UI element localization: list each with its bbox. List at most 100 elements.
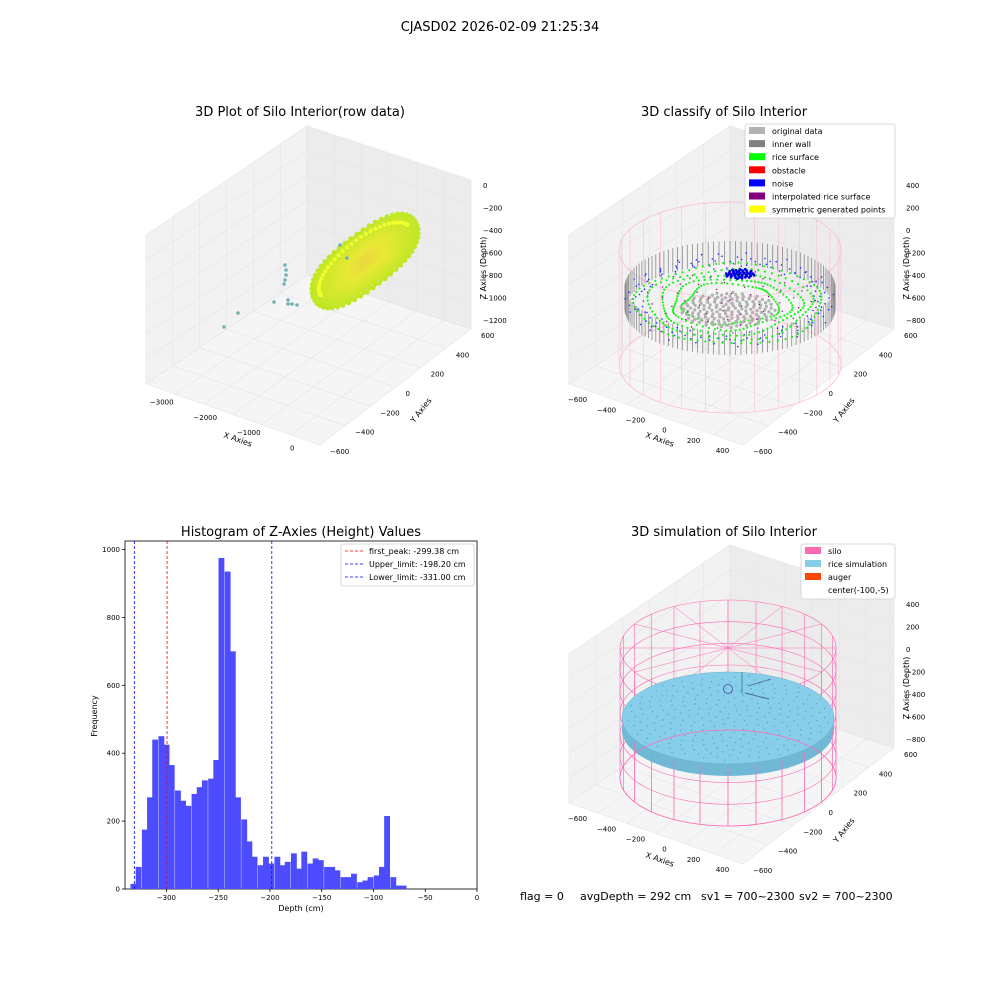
classify-rice-surface-point: [748, 319, 750, 321]
histogram-legend-label: Lower_limit: -331.00 cm: [369, 573, 466, 582]
raw-point: [359, 235, 363, 239]
classify-noise-point: [779, 333, 781, 335]
rice-simulation-point: [717, 756, 718, 757]
classify-interpolated-point: [722, 310, 723, 311]
classify-interpolated-point: [798, 307, 799, 308]
histogram-bar: [202, 780, 208, 889]
rice-simulation-point: [798, 739, 799, 740]
rice-simulation-point: [683, 720, 684, 721]
simulation-x-axis-label: X Axies: [644, 851, 675, 869]
classify-rice-surface-point: [771, 272, 773, 274]
classify-noise-point: [812, 322, 814, 324]
histogram-bar: [308, 864, 314, 889]
rice-simulation-point: [643, 713, 644, 714]
classify-original-point: [720, 294, 723, 297]
raw-point: [319, 277, 323, 281]
histogram-bar: [131, 884, 137, 889]
rice-simulation-point: [711, 681, 712, 682]
classify-rice-surface-point: [696, 288, 698, 290]
classify-noise-point: [656, 322, 658, 324]
classify-interpolated-point: [801, 290, 802, 291]
rice-simulation-point: [660, 736, 661, 737]
classify-noise-point: [824, 303, 826, 305]
classify-noise-point: [795, 323, 797, 325]
classify-rice-surface-point: [770, 316, 772, 318]
classify-original-point: [755, 295, 758, 298]
classify-noise-point: [660, 269, 662, 271]
classify-rice-surface-point: [715, 263, 717, 265]
rice-simulation-point: [816, 703, 817, 704]
rice-simulation-point: [717, 747, 718, 748]
rice-simulation-point: [682, 701, 683, 702]
raw-point: [333, 257, 337, 261]
classify-rice-surface-point: [789, 287, 791, 289]
rice-simulation-point: [777, 739, 778, 740]
classify-rice-surface-point: [791, 307, 793, 309]
classify-legend-label: noise: [772, 179, 793, 188]
rice-simulation-point: [777, 749, 778, 750]
classify-noise-point: [769, 261, 771, 263]
classify-interpolated-point: [699, 305, 700, 306]
raw-point: [378, 225, 382, 229]
classify-y-axis-label: Y Axies: [831, 396, 857, 425]
rice-simulation-point: [740, 690, 741, 691]
rice-simulation-point: [714, 726, 715, 727]
rice-simulation-point: [758, 757, 759, 758]
classify-rice-surface-point: [700, 335, 702, 337]
classify-rice-surface-point: [802, 314, 804, 316]
rice-simulation-point: [743, 734, 744, 735]
histogram-y-tick-label: 800: [107, 614, 120, 622]
classify-rice-surface-point: [777, 305, 779, 307]
rice-simulation-point: [735, 677, 736, 678]
classify-rice-surface-point: [654, 280, 656, 282]
classify-noise-point: [786, 259, 788, 261]
rice-simulation-point: [662, 695, 663, 696]
rice-simulation-point: [661, 726, 662, 727]
classify-noise-point: [671, 331, 673, 333]
classify-rice-surface-point: [807, 308, 809, 310]
classify-noise-point: [811, 281, 813, 283]
classify-rice-surface-point: [782, 293, 784, 295]
classify-rice-surface-point: [662, 301, 664, 303]
classify-rice-surface-point: [813, 316, 815, 318]
classify-x-axis-label: X Axies: [644, 431, 675, 449]
rice-simulation-point: [805, 711, 806, 712]
histogram-bar: [169, 765, 175, 889]
classify-noise-point: [689, 330, 691, 332]
rice-simulation-point: [641, 730, 642, 731]
rice-simulation-point: [662, 685, 663, 686]
classify-original-point: [730, 313, 733, 316]
rice-simulation-point: [819, 725, 820, 726]
histogram-bar: [324, 867, 330, 889]
rice-simulation-point: [797, 714, 798, 715]
rice-simulation-point: [641, 697, 642, 698]
classify-interpolated-point: [662, 286, 663, 287]
classify-noise-point: [811, 325, 813, 327]
classify-rice-surface-point: [660, 281, 662, 283]
raw-point: [337, 253, 341, 257]
classify-interpolated-point: [662, 297, 663, 298]
classify-rice-surface-point: [777, 333, 779, 335]
classify-rice-surface-point: [758, 287, 760, 289]
rice-simulation-point: [736, 710, 737, 711]
classify-rice-surface-point: [773, 315, 775, 317]
rice-simulation-point: [716, 704, 717, 705]
classify-noise-point: [797, 336, 799, 338]
classify-rice-surface-point: [748, 334, 750, 336]
rice-simulation-point: [703, 724, 704, 725]
classify-rice-surface-point: [685, 283, 687, 285]
classify-rice-surface-point: [686, 327, 688, 329]
classify-rice-surface-point: [734, 339, 736, 341]
rice-simulation-point: [789, 711, 790, 712]
classify-rice-surface-point: [791, 336, 793, 338]
histogram-bar: [368, 877, 374, 889]
histogram-y-axis-label: Frequency: [90, 695, 99, 737]
rice-simulation-point: [682, 749, 683, 750]
classify-rice-surface-point: [738, 262, 740, 264]
rice-simulation-point: [662, 710, 663, 711]
histogram-bar: [401, 886, 407, 889]
rice-simulation-point: [820, 731, 821, 732]
classify-rice-surface-point: [796, 275, 798, 277]
classify-rice-surface-point: [672, 282, 674, 284]
rice-simulation-point: [774, 693, 775, 694]
